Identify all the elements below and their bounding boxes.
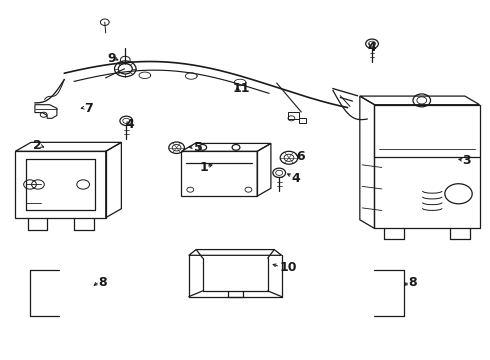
Text: 6: 6 [296,150,305,163]
Text: 11: 11 [233,82,250,95]
Text: 3: 3 [463,154,471,167]
Text: 8: 8 [409,276,417,289]
Text: 5: 5 [194,141,202,154]
Text: 4: 4 [292,172,300,185]
Text: 1: 1 [199,161,208,174]
Text: 4: 4 [368,41,376,54]
Text: 10: 10 [279,261,297,274]
Text: 9: 9 [107,51,116,64]
Text: 8: 8 [98,276,107,289]
Text: 2: 2 [33,139,42,152]
Text: 4: 4 [126,118,135,131]
Text: 7: 7 [84,102,93,115]
